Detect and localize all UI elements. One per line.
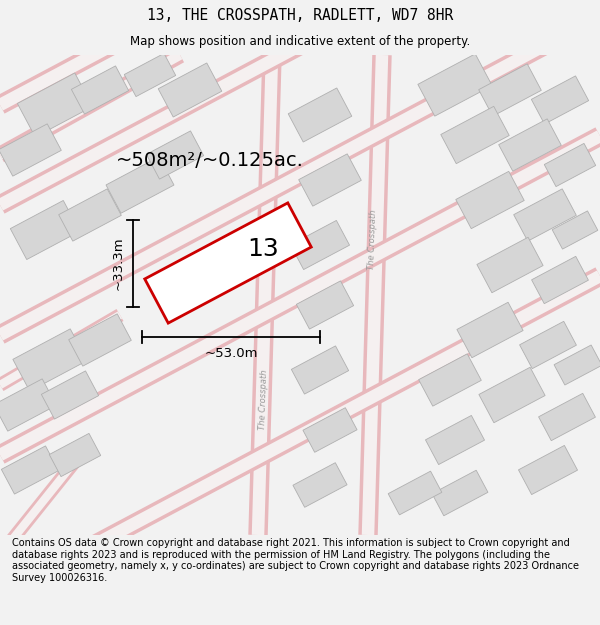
Polygon shape <box>290 221 350 269</box>
Text: Contains OS data © Crown copyright and database right 2021. This information is : Contains OS data © Crown copyright and d… <box>12 538 579 583</box>
Text: 13, THE CROSSPATH, RADLETT, WD7 8HR: 13, THE CROSSPATH, RADLETT, WD7 8HR <box>147 8 453 23</box>
Text: ~508m²/~0.125ac.: ~508m²/~0.125ac. <box>116 151 304 169</box>
Polygon shape <box>457 302 523 358</box>
Polygon shape <box>388 471 442 515</box>
Polygon shape <box>554 345 600 385</box>
Polygon shape <box>425 416 485 464</box>
Polygon shape <box>146 131 203 179</box>
Polygon shape <box>1 446 59 494</box>
Polygon shape <box>0 124 61 176</box>
Polygon shape <box>145 203 311 323</box>
Polygon shape <box>292 346 349 394</box>
Polygon shape <box>552 211 598 249</box>
Polygon shape <box>49 433 101 477</box>
Polygon shape <box>544 143 596 187</box>
Polygon shape <box>499 119 562 171</box>
Polygon shape <box>17 73 92 137</box>
Polygon shape <box>532 256 589 304</box>
Text: ~53.0m: ~53.0m <box>204 347 258 360</box>
Polygon shape <box>41 371 98 419</box>
Polygon shape <box>441 106 509 164</box>
Polygon shape <box>456 171 524 229</box>
Polygon shape <box>532 76 589 124</box>
Polygon shape <box>106 157 174 213</box>
Polygon shape <box>71 66 128 114</box>
Text: The Crosspath: The Crosspath <box>367 209 379 271</box>
Polygon shape <box>68 314 131 366</box>
Text: ~33.3m: ~33.3m <box>112 237 125 290</box>
Polygon shape <box>10 201 80 259</box>
Polygon shape <box>514 189 577 241</box>
Polygon shape <box>299 154 361 206</box>
Polygon shape <box>0 379 56 431</box>
Polygon shape <box>518 446 578 494</box>
Polygon shape <box>124 53 176 97</box>
Polygon shape <box>539 393 595 441</box>
Polygon shape <box>59 189 121 241</box>
Polygon shape <box>432 470 488 516</box>
Polygon shape <box>303 408 357 452</box>
Text: The Crosspath: The Crosspath <box>259 369 269 431</box>
Text: 13: 13 <box>247 237 279 261</box>
Polygon shape <box>293 462 347 508</box>
Polygon shape <box>418 54 492 116</box>
Polygon shape <box>477 238 543 292</box>
Polygon shape <box>479 368 545 423</box>
Polygon shape <box>520 321 577 369</box>
Polygon shape <box>13 329 87 391</box>
Polygon shape <box>288 88 352 142</box>
Polygon shape <box>419 354 481 406</box>
Text: Map shows position and indicative extent of the property.: Map shows position and indicative extent… <box>130 35 470 48</box>
Polygon shape <box>158 63 222 117</box>
Polygon shape <box>296 281 353 329</box>
Polygon shape <box>479 64 541 116</box>
